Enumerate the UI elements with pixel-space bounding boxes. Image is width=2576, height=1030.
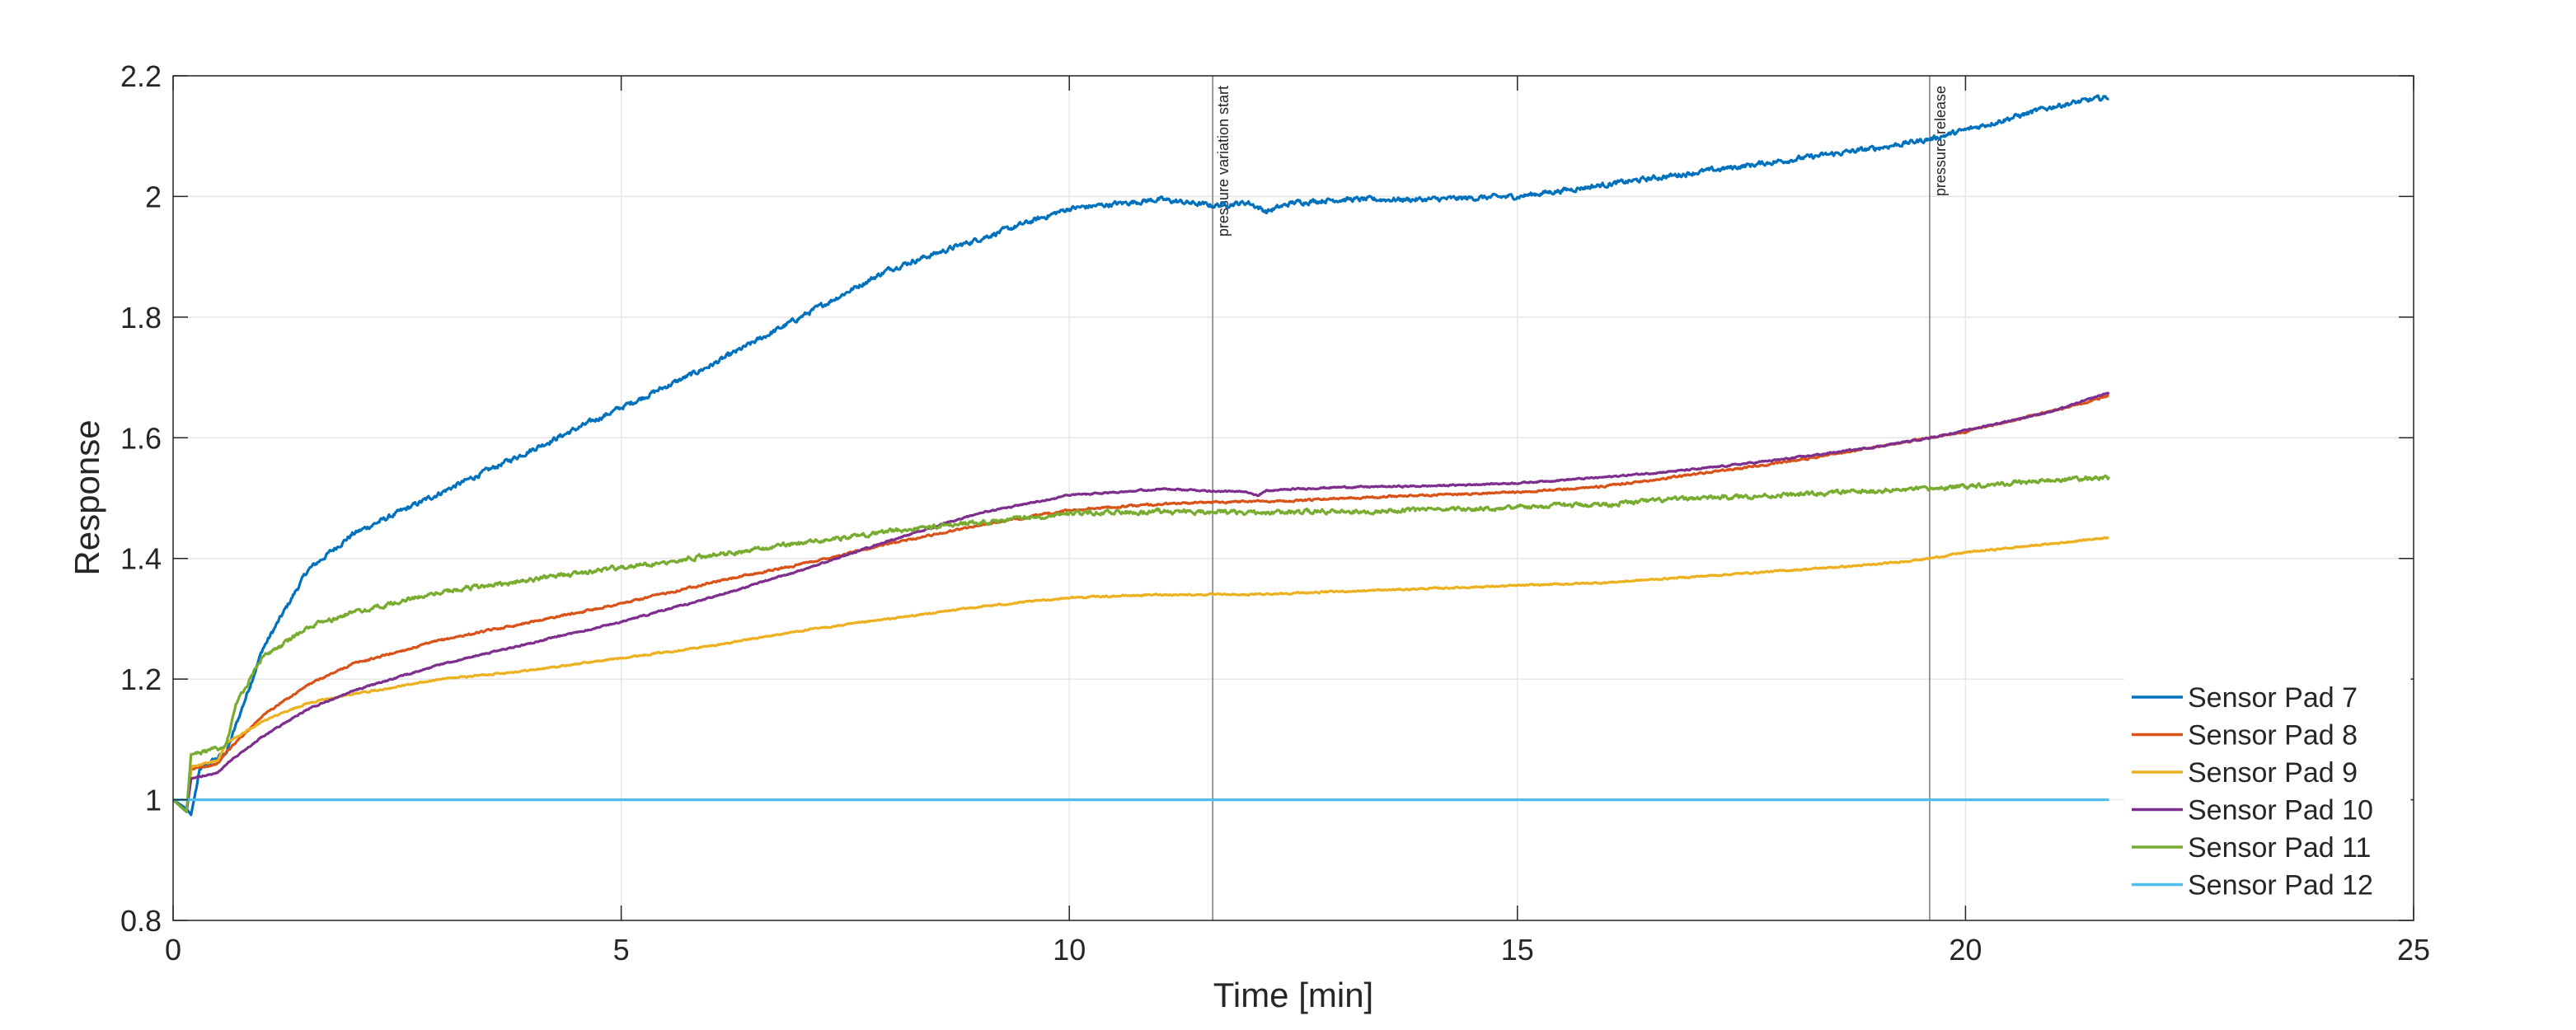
axis-ticks: 0 5 10 15 20 25 0.8 1 1.2 1.4 1.6 1.8 2 2.2	[120, 59, 2430, 967]
x-tick-label: 10	[1053, 933, 1086, 967]
legend: Sensor Pad 7 Sensor Pad 8 Sensor Pad 9 Sens…	[2124, 677, 2411, 917]
x-tick-label: 15	[1501, 933, 1534, 967]
series-line	[172, 94, 2109, 817]
legend-label: Sensor Pad 8	[2188, 720, 2358, 751]
annotations: pressure variation start pressure release	[1212, 76, 1949, 920]
y-tick-label: 1.2	[120, 662, 162, 696]
x-tick-label: 5	[613, 933, 630, 967]
y-tick-label: 2.2	[120, 59, 162, 93]
plot-area	[173, 76, 2414, 920]
y-tick-label: 2	[145, 180, 162, 213]
series-line	[171, 474, 2110, 813]
series-line	[171, 394, 2109, 813]
series-line	[171, 391, 2110, 813]
y-axis-label: Response	[68, 419, 106, 575]
legend-label: Sensor Pad 11	[2188, 832, 2371, 864]
x-axis-label: Time [min]	[1213, 976, 1373, 1014]
legend-box	[2124, 677, 2411, 917]
y-tick-label: 1.6	[120, 421, 162, 455]
y-tick-label: 1	[145, 784, 162, 817]
y-tick-label: 0.8	[120, 904, 162, 938]
legend-label: Sensor Pad 12	[2188, 870, 2373, 901]
legend-label: Sensor Pad 10	[2188, 795, 2373, 826]
x-tick-label: 25	[2397, 933, 2430, 967]
legend-label: Sensor Pad 9	[2188, 757, 2358, 789]
series-lines	[171, 94, 2110, 817]
plot-frame	[172, 75, 2414, 921]
series-line	[171, 536, 2109, 813]
x-tick-label: 0	[165, 933, 181, 967]
annotation-label: pressure variation start	[1215, 86, 1232, 236]
y-tick-label: 1.4	[120, 542, 162, 576]
annotation-label: pressure release	[1932, 86, 1949, 196]
x-tick-label: 20	[1949, 933, 1982, 967]
y-tick-label: 1.8	[120, 301, 162, 335]
legend-label: Sensor Pad 7	[2188, 682, 2358, 714]
